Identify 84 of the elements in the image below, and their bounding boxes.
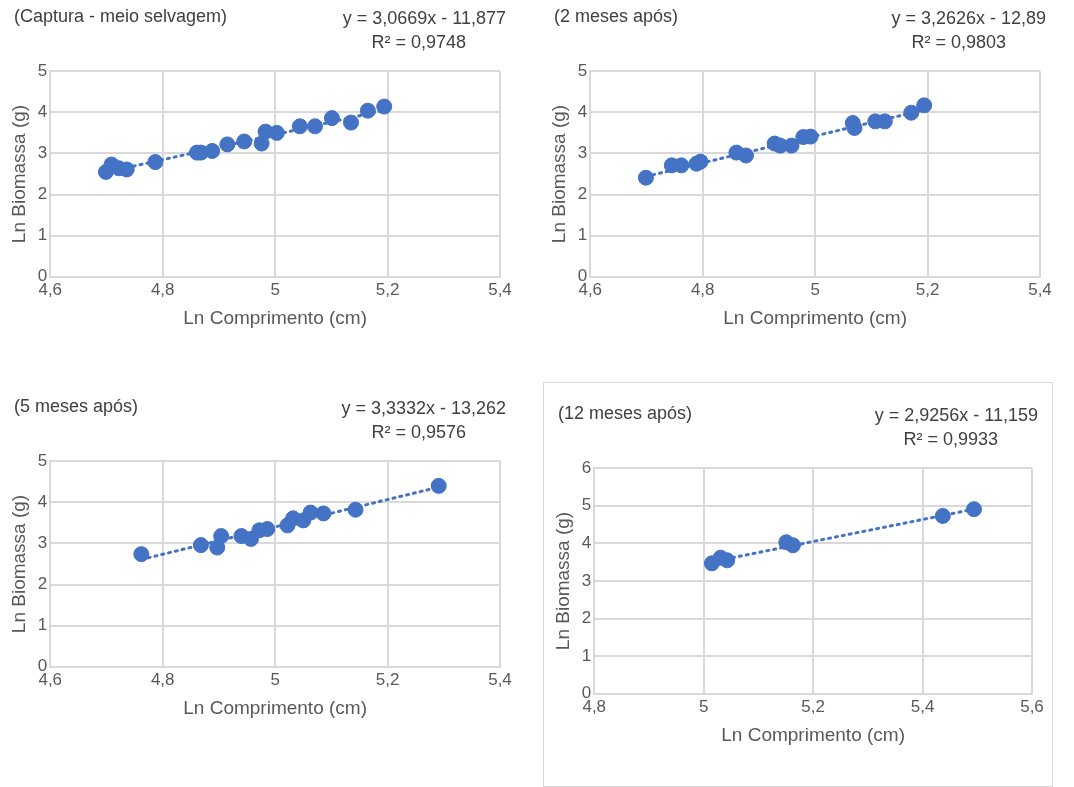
x-tick-label: 5 xyxy=(810,279,820,299)
y-tick-label: 2 xyxy=(577,184,588,204)
y-tick-label: 2 xyxy=(581,608,592,628)
text: R² = 0,9748 xyxy=(370,31,466,54)
x-tick-label: 5,4 xyxy=(910,696,935,716)
point xyxy=(737,147,754,164)
x-tick-label: 5,2 xyxy=(375,279,400,299)
point xyxy=(268,124,285,141)
point xyxy=(916,97,933,114)
point xyxy=(966,501,982,518)
x-tick-label: 5,2 xyxy=(375,669,400,689)
point xyxy=(133,546,150,563)
y-tick-label: 5 xyxy=(581,495,592,515)
point xyxy=(376,98,393,115)
text: y = 3,2626x - 12,89 xyxy=(891,7,1046,30)
y-tick-label: 4 xyxy=(37,102,48,122)
point xyxy=(719,552,736,569)
point xyxy=(192,537,209,554)
point xyxy=(692,153,709,170)
y-tick-label: 1 xyxy=(581,645,592,665)
point xyxy=(147,154,164,171)
y-tick-label: 6 xyxy=(581,457,592,477)
point xyxy=(637,169,654,186)
chart-title: (12 meses após) xyxy=(558,403,693,424)
x-axis-title: Ln Comprimento (cm) xyxy=(183,696,367,718)
text: y = 3,0669x - 11,877 xyxy=(342,7,506,30)
x-tick-label: 5,2 xyxy=(915,279,940,299)
x-tick-label: 5 xyxy=(270,669,280,689)
point xyxy=(323,110,340,127)
x-tick-label: 5,2 xyxy=(801,696,825,716)
x-tick-label: 5,6 xyxy=(1020,696,1044,716)
y-tick-label: 4 xyxy=(581,533,592,553)
y-axis-title: Ln Biomassa (g) xyxy=(547,104,569,244)
x-tick-label: 5 xyxy=(270,279,280,299)
x-tick-label: 4,8 xyxy=(150,279,175,299)
text: R² = 0,9803 xyxy=(910,31,1006,54)
y-tick-label: 1 xyxy=(577,225,588,245)
point xyxy=(236,133,253,150)
point xyxy=(359,102,376,119)
y-tick-label: 3 xyxy=(577,143,588,163)
x-axis-title: Ln Comprimento (cm) xyxy=(721,723,905,745)
y-tick-label: 4 xyxy=(37,492,48,512)
y-tick-label: 1 xyxy=(37,615,48,635)
y-axis-title: Ln Biomassa (g) xyxy=(7,104,29,244)
y-tick-label: 3 xyxy=(37,143,48,163)
text: R² = 0,9576 xyxy=(370,421,466,444)
point xyxy=(219,136,236,153)
x-tick-label: 4,8 xyxy=(690,279,715,299)
chart-title: (5 meses após) xyxy=(14,396,139,417)
y-tick-label: 3 xyxy=(581,570,592,590)
point xyxy=(204,142,221,159)
point xyxy=(315,505,332,522)
x-tick-label: 5 xyxy=(698,696,709,716)
point xyxy=(307,118,324,135)
point xyxy=(903,104,920,121)
y-tick-label: 2 xyxy=(37,574,48,594)
chart-title: (2 meses após) xyxy=(554,6,679,27)
point xyxy=(430,477,447,494)
text: y = 2,9256x - 11,159 xyxy=(874,404,1038,427)
x-tick-label: 4,8 xyxy=(150,669,175,689)
y-tick-label: 5 xyxy=(37,60,48,80)
point xyxy=(934,507,951,524)
x-tick-label: 5,4 xyxy=(1028,279,1052,299)
point xyxy=(213,528,230,545)
y-tick-label: 3 xyxy=(37,533,48,553)
x-axis-title: Ln Comprimento (cm) xyxy=(183,306,367,328)
y-axis-title: Ln Biomassa (g) xyxy=(551,511,573,651)
y-tick-label: 5 xyxy=(577,60,588,80)
point xyxy=(291,118,308,135)
x-axis-title: Ln Comprimento (cm) xyxy=(723,306,907,328)
y-tick-label: 2 xyxy=(37,184,48,204)
y-tick-label: 4 xyxy=(577,102,588,122)
y-tick-label: 5 xyxy=(37,450,48,470)
point xyxy=(343,114,360,131)
y-tick-label: 1 xyxy=(37,225,48,245)
text: R² = 0,9933 xyxy=(902,428,998,451)
point xyxy=(347,501,364,518)
chart-title: (Captura - meio selvagem) xyxy=(14,6,228,27)
point xyxy=(302,504,319,521)
y-axis-title: Ln Biomassa (g) xyxy=(7,494,29,634)
text: y = 3,3332x - 13,262 xyxy=(341,397,506,420)
x-tick-label: 5,4 xyxy=(488,279,512,299)
point xyxy=(784,537,801,554)
x-tick-label: 5,4 xyxy=(488,669,512,689)
